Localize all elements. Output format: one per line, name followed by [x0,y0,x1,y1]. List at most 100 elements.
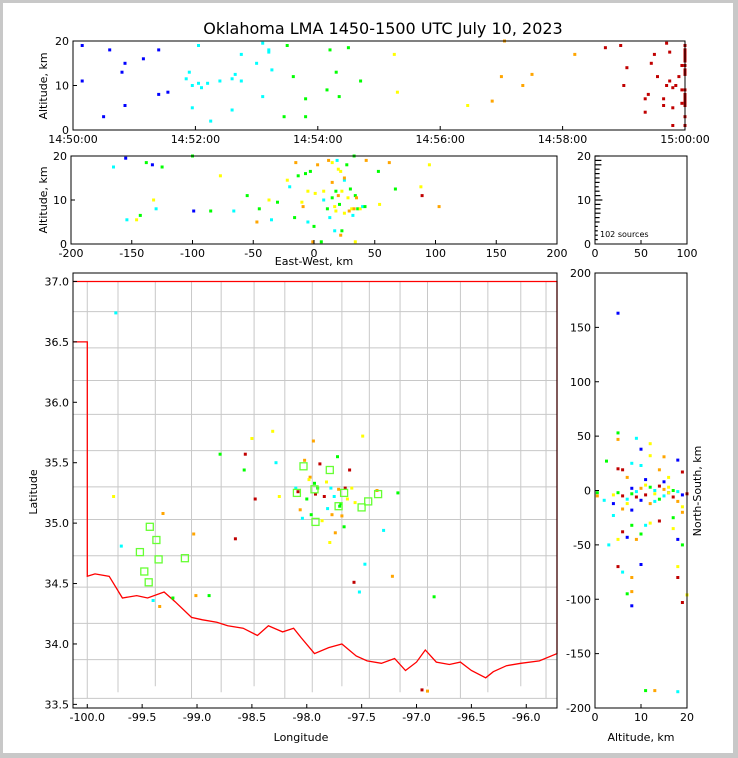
ns-height-point [621,494,625,498]
source-point [339,502,343,506]
plan-view-xtick-label: -99.5 [128,711,156,724]
ns-height-point [648,502,652,506]
ew-height-point [334,189,338,193]
source-point [432,595,436,599]
time-height-point [649,61,653,65]
time-height-point [646,92,650,96]
source-point [318,462,322,466]
time-height-yticks: 0 10 20 [55,35,77,137]
ew-height-point [322,189,326,193]
figure-frame: Oklahoma LMA 1450-1500 UTC July 10, 2023… [3,3,733,753]
time-height-point [665,41,669,45]
ew-height-point [152,198,156,202]
time-height-point [230,77,234,81]
ew-height-point [345,163,349,167]
ns-height-point [680,601,684,604]
ew-height-point [245,194,249,198]
source-point [243,452,247,456]
ew-height-point [355,196,358,200]
source-point [119,544,123,548]
ew-height-point [301,205,305,209]
station-marker [154,555,163,564]
time-height-xtick-label: 14:52:00 [171,133,220,146]
time-height-point [668,50,672,54]
time-height-point [499,75,503,79]
time-height-point [671,86,675,90]
ew-height-point [327,158,331,162]
time-height-point [80,79,84,83]
ew-height-point [342,178,346,182]
source-point [361,434,365,438]
ns-height-point [667,485,671,489]
time-height-point [334,70,338,74]
time-height-point [282,115,286,119]
ew-height-xtick-label: 0 [311,247,318,260]
ns-height-point [625,502,629,506]
time-height-point [643,110,647,114]
ew-height-point [387,161,391,165]
ew-height-point [300,200,304,204]
ew-height-point [306,189,310,193]
ew-height-point [313,191,317,195]
time-height-point [521,84,525,87]
plan-view-sources [112,311,436,693]
source-point [352,580,356,584]
plan-view-xtick-label: -98.0 [293,711,321,724]
time-height-point [261,95,265,99]
histogram-xtick-label: 0 [592,247,599,260]
figure-title: Oklahoma LMA 1450-1500 UTC July 10, 2023 [203,19,562,38]
time-height-ytick-label: 20 [55,35,69,48]
time-height-point [267,50,271,54]
source-point [340,514,344,518]
plan-view-axes-frame [72,272,558,709]
source-point [313,481,316,485]
ns-height-point [676,499,680,503]
ns-height-point [602,498,606,502]
ns-height-xticks: 0 10 20 [592,704,694,724]
ns-height-point [662,487,666,491]
ns-height-point [621,530,625,534]
ns-height-point [644,493,648,497]
time-height-point [325,88,329,92]
ew-height-point [296,174,300,178]
ns-height-point [648,442,652,446]
time-height-point [218,79,222,83]
source-point [242,468,246,472]
ew-height-point [308,169,312,173]
ns-height-point [671,527,675,531]
ew-height-xticks: -200 -150 -100 -50 0 50 100 150 200 [59,240,568,260]
time-height-panel: 14:50:00 14:52:00 14:54:00 14:56:00 14:58:00… [37,35,710,146]
time-height-point [490,99,494,103]
ew-height-point [276,200,279,204]
time-height-point [674,84,678,87]
ns-height-point [657,468,661,472]
ns-height-point [639,498,643,502]
source-point [309,513,313,517]
ns-height-point [630,486,634,490]
ns-height-points [595,311,689,694]
source-point [161,512,165,515]
station-marker [145,522,154,531]
ns-height-point [630,508,634,512]
source-point [333,531,337,535]
ew-height-point [333,205,337,209]
source-point [343,486,347,490]
ew-height-point [192,209,196,213]
ew-height-point [333,229,337,233]
source-point [396,491,400,495]
ns-height-point [676,576,680,579]
ew-height-xtick-label: -150 [119,247,144,260]
histogram-xtick-label: 50 [634,247,648,260]
ew-height-point [353,240,357,244]
ns-height-point [648,454,652,458]
time-height-point [157,92,161,96]
ew-height-ylabel: Altitude, km [37,166,50,233]
ns-height-point [595,494,599,498]
time-height-point [206,81,210,85]
ns-height-ytick-label: -50 [573,539,591,552]
ns-height-point [621,570,625,574]
time-height-xtick-label: 15:00:00 [660,133,709,146]
histogram-ytick-label: 0 [584,238,591,251]
station-marker [144,578,153,587]
ns-height-ytick-label: -150 [566,648,591,661]
